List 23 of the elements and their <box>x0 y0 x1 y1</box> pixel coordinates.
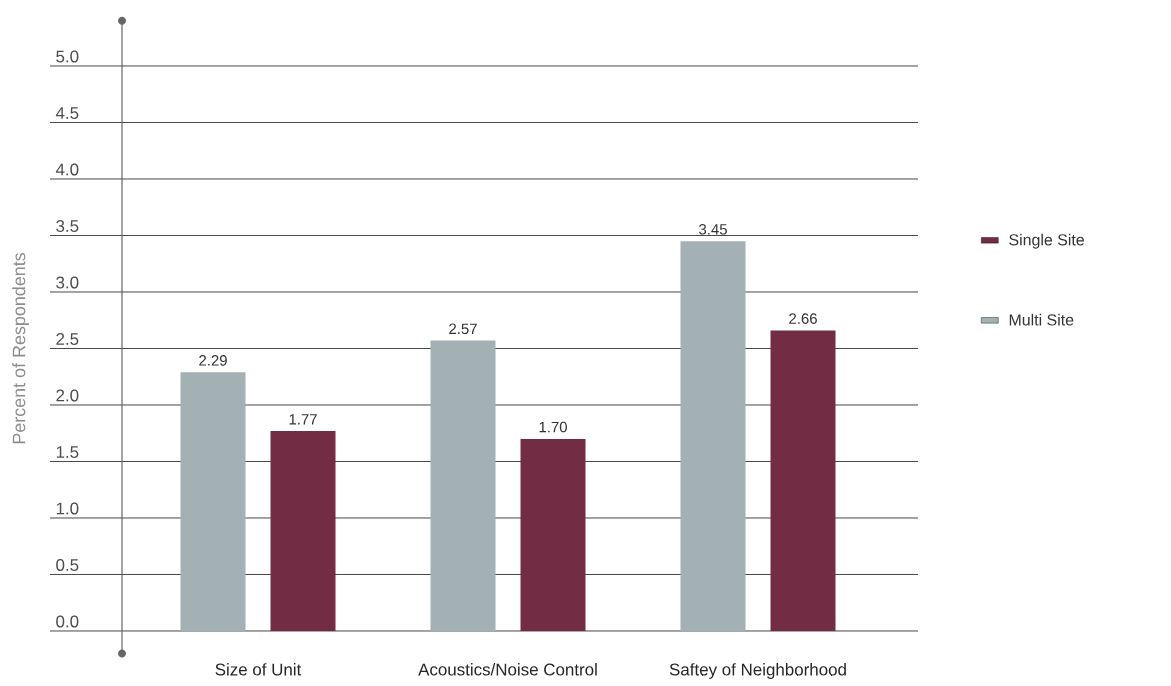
y-tick-label: 0.5 <box>56 558 79 571</box>
data-label: 2.57 <box>449 323 477 335</box>
data-label: 2.29 <box>199 355 227 366</box>
data-label: 2.66 <box>789 313 817 324</box>
legend-label: Single Site <box>1009 233 1084 249</box>
y-axis-title: Percent of Respondents <box>12 252 29 444</box>
x-tick-label: Acoustics/Noise Control <box>418 663 597 676</box>
y-tick-label: 2.0 <box>56 389 79 402</box>
y-tick-label: 0.0 <box>56 615 79 628</box>
y-tick-label: 1.5 <box>56 446 79 458</box>
x-tick-label: Size of Unit <box>215 663 302 676</box>
y-tick-label: 3.5 <box>56 219 79 232</box>
y-tick-label: 3.0 <box>56 276 79 289</box>
y-tick-label: 4.5 <box>55 107 79 119</box>
data-label: 1.77 <box>289 414 317 425</box>
legend-label: Multi Site <box>1009 313 1074 326</box>
y-tick-label: 1.0 <box>56 502 79 515</box>
y-tick-label: 5.0 <box>56 50 79 63</box>
x-tick-label: Saftey of Neighborhood <box>669 663 846 679</box>
y-tick-label: 2.5 <box>56 332 79 345</box>
data-label: 1.70 <box>539 421 567 433</box>
data-label: 3.45 <box>699 224 727 235</box>
y-tick-label: 4.0 <box>55 163 79 176</box>
